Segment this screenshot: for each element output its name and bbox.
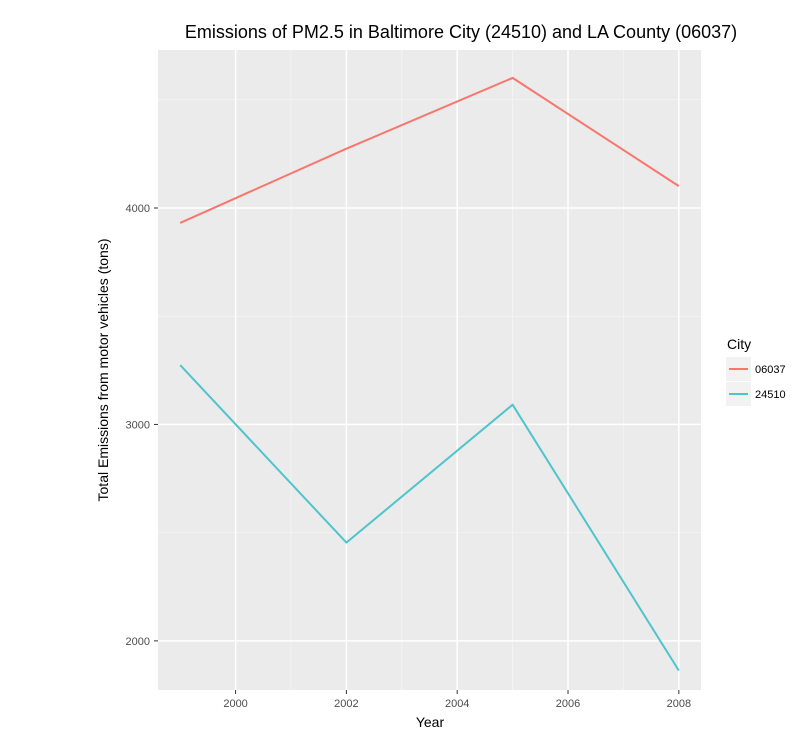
y-tick-label: 2000 [126, 636, 150, 648]
x-tick-label: 2004 [445, 698, 469, 710]
chart-title: Emissions of PM2.5 in Baltimore City (24… [185, 22, 737, 42]
series-line-06037 [179, 76, 680, 224]
y-axis-label: Total Emissions from motor vehicles (ton… [95, 239, 111, 502]
x-axis-label: Year [416, 714, 445, 730]
plot-panel [158, 50, 701, 690]
y-tick-label: 3000 [126, 419, 150, 431]
x-tick-label: 2006 [556, 698, 580, 710]
x-tick-label: 2002 [334, 698, 358, 710]
legend-item-24510: 24510 [726, 382, 786, 406]
x-tick-label: 2000 [223, 698, 247, 710]
legend-label: 06037 [755, 364, 786, 376]
legend: City 06037 24510 [726, 336, 786, 406]
minor-gridlines [158, 50, 701, 690]
series-line-24510 [179, 364, 680, 672]
y-axis: 2000 3000 4000 [126, 203, 158, 648]
y-tick-label: 4000 [126, 203, 150, 215]
legend-item-06037: 06037 [726, 357, 786, 381]
x-tick-label: 2008 [667, 698, 691, 710]
legend-items: 06037 24510 [726, 357, 786, 406]
x-axis: 2000 2002 2004 2006 2008 [223, 690, 691, 710]
legend-label: 24510 [755, 389, 786, 401]
major-gridlines [158, 50, 701, 690]
legend-title: City [727, 336, 751, 352]
series-lines [179, 76, 680, 672]
